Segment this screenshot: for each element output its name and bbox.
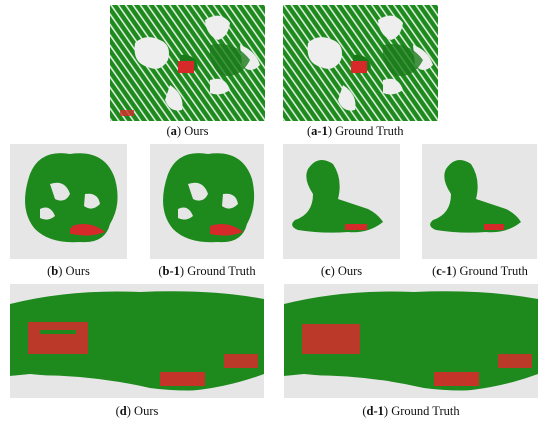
caption-c-label: Ours — [337, 264, 363, 278]
point-cloud-b1 — [163, 153, 255, 243]
caption-c: (c) Ours — [320, 264, 363, 278]
point-cloud-a1 — [283, 5, 438, 121]
caption-b1-letter: b-1 — [162, 264, 180, 278]
caption-a-label: Ours — [184, 124, 209, 138]
caption-c1-letter: c-1 — [436, 264, 453, 278]
panel-b1-ground-truth — [150, 144, 264, 259]
panel-d1-ground-truth — [284, 284, 538, 398]
caption-d1-label: Ground Truth — [391, 404, 460, 418]
caption-c1: (c-1) Ground Truth — [432, 264, 528, 278]
point-cloud-c — [292, 160, 383, 233]
caption-b1-label: Ground Truth — [187, 264, 256, 278]
caption-b-label: Ours — [65, 264, 90, 278]
caption-d1-letter: d-1 — [366, 404, 384, 418]
caption-c-letter: c — [325, 264, 331, 278]
panel-a1-ground-truth — [283, 5, 438, 121]
panel-a-ours — [110, 5, 265, 121]
point-cloud-d1 — [284, 291, 538, 398]
point-cloud-a — [110, 5, 265, 121]
caption-d-label: Ours — [134, 404, 159, 418]
point-cloud-d — [10, 291, 264, 398]
caption-b-letter: b — [51, 264, 59, 278]
point-cloud-c1 — [430, 160, 521, 233]
caption-c1-label: Ground Truth — [459, 264, 528, 278]
caption-b1: (b-1) Ground Truth — [158, 264, 256, 278]
caption-b: (b) Ours — [47, 264, 90, 278]
panel-b-ours — [10, 144, 127, 259]
caption-a1: (a-1) Ground Truth — [307, 124, 404, 138]
caption-d: (d) Ours — [115, 404, 159, 418]
panel-c-ours — [283, 144, 400, 259]
panel-d-ours — [10, 284, 264, 398]
panel-c1-ground-truth — [422, 144, 537, 259]
caption-d-letter: d — [119, 404, 127, 418]
caption-a1-label: Ground Truth — [335, 124, 404, 138]
caption-a1-letter: a-1 — [311, 124, 328, 138]
point-cloud-b — [25, 153, 118, 243]
caption-d1: (d-1) Ground Truth — [362, 404, 460, 418]
caption-a: (a) Ours — [166, 124, 209, 138]
caption-a-letter: a — [170, 124, 177, 138]
